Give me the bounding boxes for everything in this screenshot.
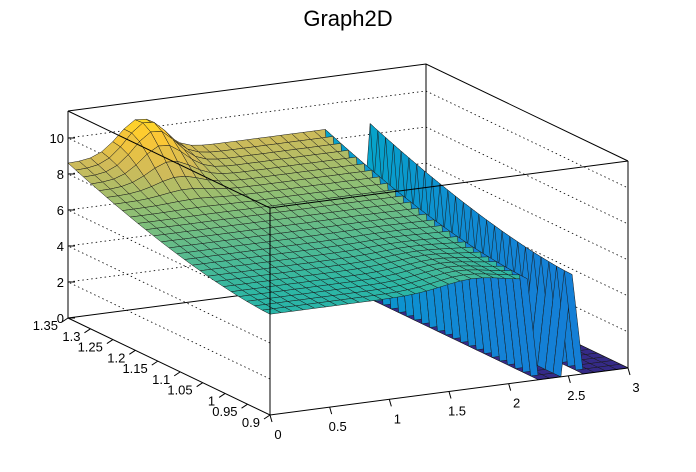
y-tick-mark (196, 382, 203, 388)
z-tick-label: 0 (57, 311, 64, 326)
y-tick-mark (84, 328, 91, 334)
y-tick-mark (218, 393, 226, 398)
y-tick-label: 1.35 (33, 318, 58, 333)
chart-title: Graph2D (303, 6, 392, 31)
z-tick-label: 4 (57, 239, 64, 254)
x-tick-label: 2.5 (567, 388, 585, 403)
z-tick-label: 2 (57, 275, 64, 290)
y-axis-ticks: 0.9 0.951 1.051.1 1.151.2 1.251.3 1.35 (33, 317, 271, 430)
x-tick-mark (269, 414, 273, 423)
y-tick-label: 1.2 (107, 350, 125, 365)
y-tick-label: 0.95 (212, 404, 237, 419)
x-tick-mark (388, 399, 392, 407)
y-tick-mark (151, 360, 159, 366)
x-tick-label: 1 (394, 411, 401, 426)
y-tick-label: 0.9 (242, 415, 260, 430)
x-tick-label: 0.5 (329, 419, 347, 434)
x-tick-label: 2 (513, 396, 520, 411)
y-tick-mark (61, 317, 69, 323)
x-tick-label: 3 (632, 380, 639, 395)
z-tick-label: 6 (57, 203, 64, 218)
y-tick-mark (263, 414, 271, 420)
y-tick-mark (106, 339, 114, 344)
z-axis-ticks: 0 2 4 6 8 10 (50, 131, 75, 326)
x-tick-mark (627, 367, 631, 376)
x-tick-mark (567, 375, 571, 383)
y-tick-label: 1 (208, 393, 215, 408)
y-tick-mark (241, 403, 248, 409)
y-tick-label: 1.25 (78, 340, 103, 355)
x-tick-label: 0 (274, 427, 281, 442)
y-tick-label: 1.1 (152, 372, 170, 387)
surface-mesh (67, 118, 629, 381)
y-tick-label: 1.05 (167, 383, 192, 398)
x-axis-ticks: 0 0.5 1 1.5 2 2.5 3 (269, 367, 640, 442)
top-front-edge (67, 110, 629, 209)
y-tick-mark (129, 349, 136, 355)
y-tick-label: 1.3 (62, 329, 80, 344)
x-tick-mark (448, 391, 452, 399)
top-back-edge (67, 63, 629, 162)
x-tick-label: 1.5 (448, 404, 466, 419)
z-tick-label: 10 (50, 131, 64, 146)
y-tick-label: 1.15 (122, 361, 147, 376)
z-tick-label: 8 (57, 167, 64, 182)
x-tick-mark (329, 407, 333, 415)
x-tick-mark (508, 383, 512, 391)
y-tick-mark (173, 371, 181, 377)
